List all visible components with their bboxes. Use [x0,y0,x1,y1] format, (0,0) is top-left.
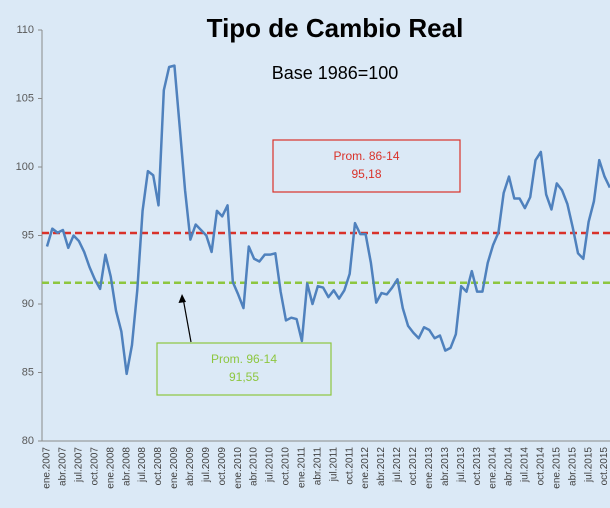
x-tick-label: ene.2007 [42,447,53,489]
x-tick-label: ene.2010 [233,447,244,489]
annotation-value: 91,55 [229,370,259,384]
x-tick-label: ene.2014 [488,447,499,489]
x-tick-label: abr.2010 [249,447,260,486]
y-tick-label: 110 [16,24,34,36]
x-tick-label: oct.2011 [344,447,355,485]
x-tick-label: oct.2008 [153,447,164,486]
x-tick-label: oct.2007 [89,447,100,486]
arrow-shaft [182,297,192,343]
x-tick-label: oct.2010 [281,447,292,486]
x-tick-label: ene.2015 [551,447,562,489]
x-tick-label: jul.2013 [456,447,467,483]
y-tick-label: 90 [22,298,34,310]
arrow-head [178,294,186,303]
chart-subtitle: Base 1986=100 [272,63,399,83]
x-tick-label: oct.2009 [217,447,228,486]
x-tick-label: abr.2008 [121,447,132,486]
x-tick-label: ene.2012 [360,447,371,489]
y-tick-label: 80 [22,435,34,447]
y-tick-label: 100 [16,161,34,173]
annotation-frame [272,139,461,193]
x-tick-label: jul.2010 [265,447,276,483]
y-tick-label: 105 [16,92,34,104]
annotation-value: 95,18 [351,167,381,181]
x-tick-label: jul.2011 [328,447,339,483]
x-tick-label: jul.2008 [137,447,148,483]
x-tick-label: ene.2009 [169,447,180,489]
x-tick-label: oct.2013 [472,447,483,486]
series-line [45,64,610,376]
x-tick-label: abr.2012 [376,447,387,486]
x-tick-label: jul.2014 [520,447,531,483]
x-tick-label: abr.2015 [567,447,578,486]
x-tick-label: abr.2009 [185,447,196,486]
annotation-name: Prom. 96-14 [211,352,277,366]
y-tick-label: 95 [22,229,34,241]
x-tick-label: ene.2011 [297,447,308,488]
x-tick-label: abr.2014 [504,447,515,486]
y-tick-label: 85 [22,366,34,378]
x-tick-label: jul.2007 [74,447,85,483]
x-tick-label: jul.2012 [392,447,403,483]
x-tick-label: oct.2015 [599,447,610,486]
x-tick-label: abr.2011 [312,447,323,486]
x-tick-label: ene.2008 [105,447,116,489]
annotation-frame [156,342,332,396]
x-tick-label: jul.2015 [583,447,594,483]
x-tick-label: oct.2012 [408,447,419,486]
annotation-box: Prom. 86-14 95,18 [272,139,461,193]
annotation-name: Prom. 86-14 [333,149,399,163]
x-tick-label: oct.2014 [535,447,546,486]
annotation-box: Prom. 96-14 91,55 [156,342,332,396]
x-tick-label: abr.2013 [440,447,451,486]
x-tick-label: abr.2007 [58,447,69,486]
x-tick-label: jul.2009 [201,447,212,483]
chart-title: Tipo de Cambio Real [207,13,464,43]
x-tick-label: ene.2013 [424,447,435,489]
